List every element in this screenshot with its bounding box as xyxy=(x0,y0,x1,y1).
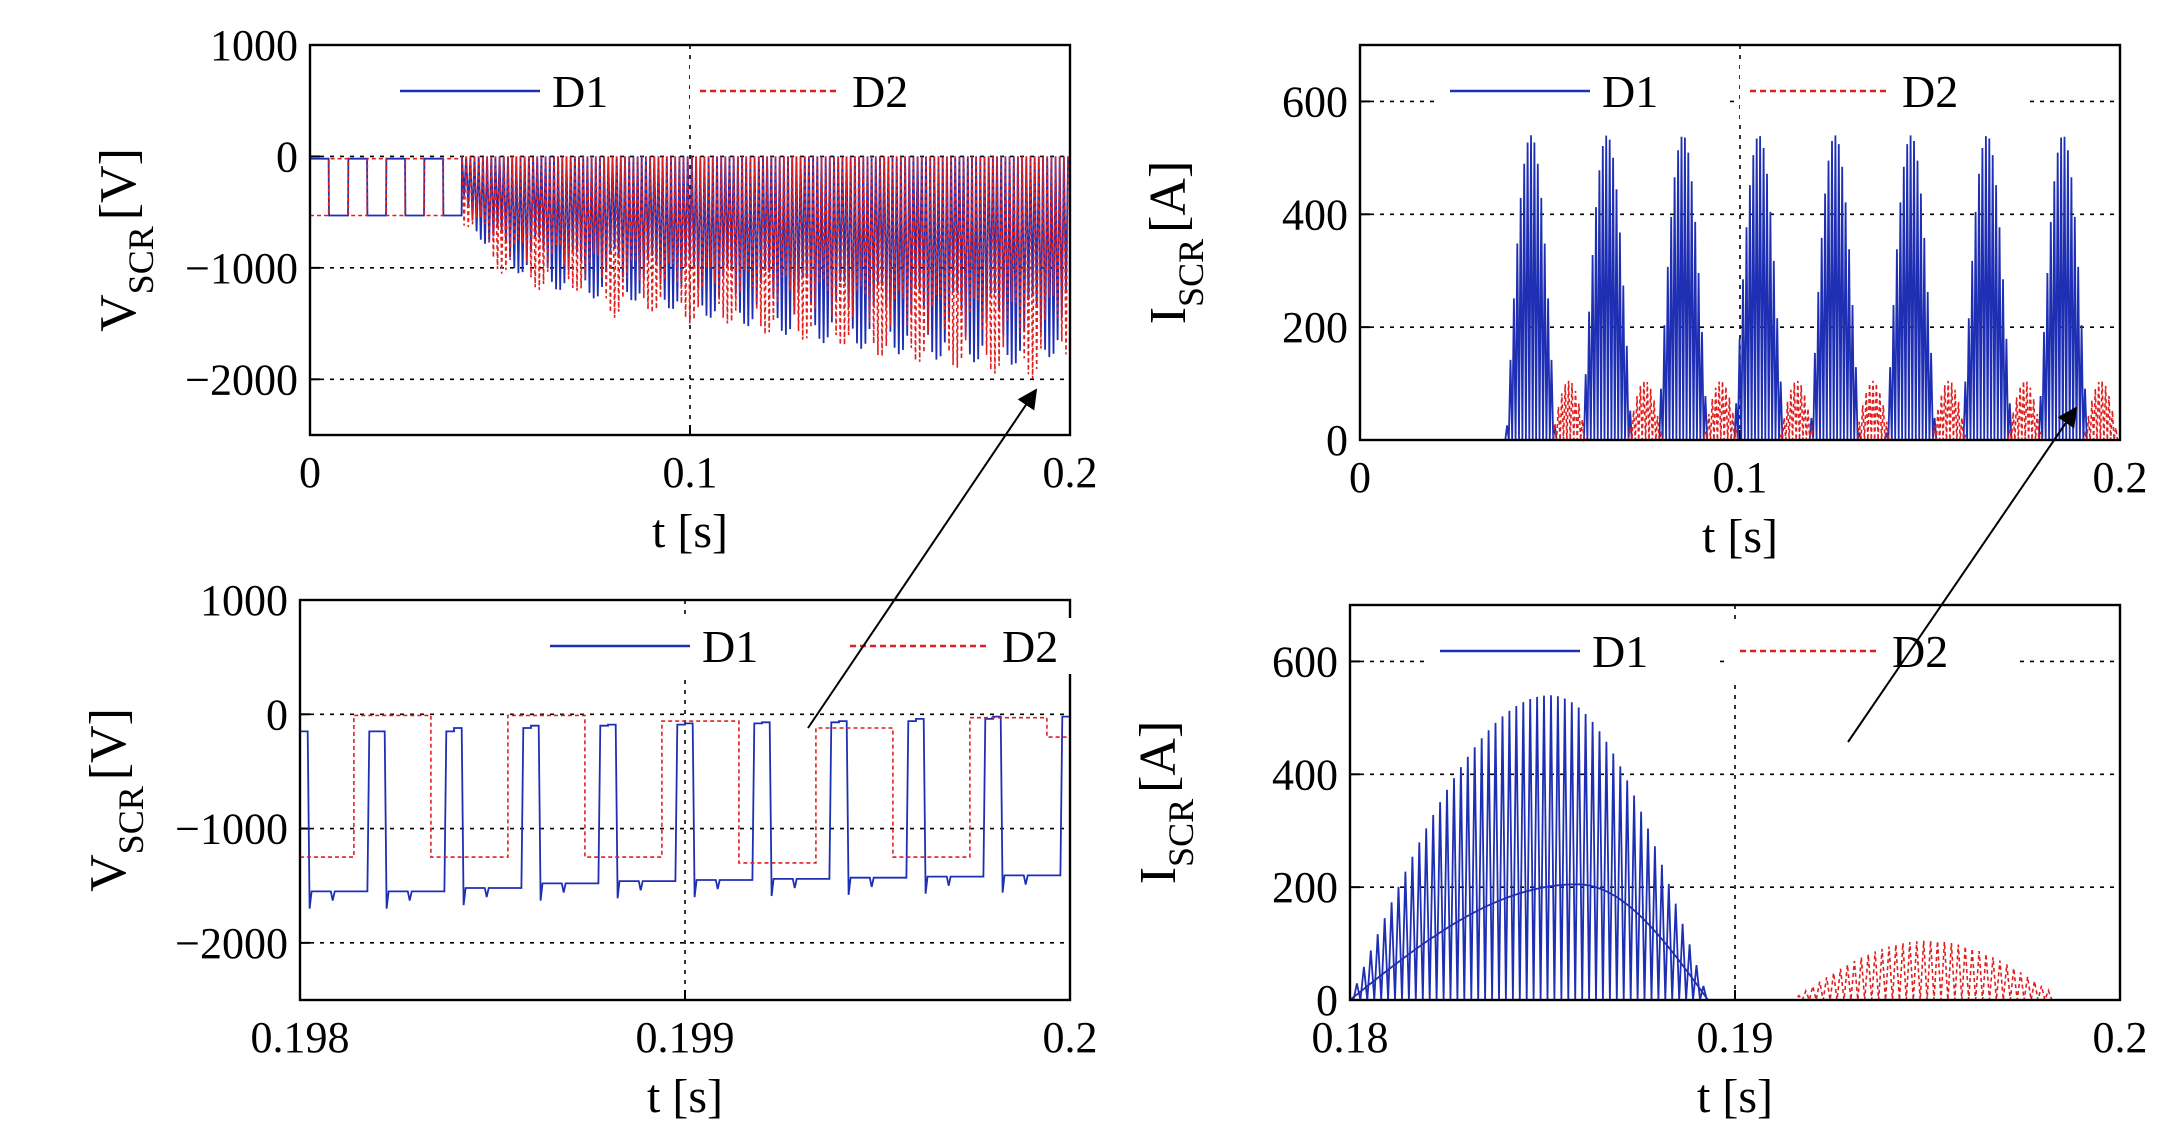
y-tick-label: 400 xyxy=(1282,190,1348,239)
y-axis-label-unit: [V] xyxy=(80,708,137,780)
y-tick-label: 0 xyxy=(1316,976,1338,1025)
y-tick-label: 600 xyxy=(1272,637,1338,686)
y-tick-label: −2000 xyxy=(185,355,298,404)
x-tick-label: 0.2 xyxy=(1043,448,1098,497)
chart-voltage-zoom: 0.198 0.199 0.2 −2000 −1000 0 1000 t [s] VSCR [V]… xyxy=(80,576,1130,1123)
y-axis-label-sub: SCR xyxy=(121,226,161,294)
y-tick-label: 600 xyxy=(1282,77,1348,126)
x-axis-label: t [s] xyxy=(1697,1070,1773,1123)
y-axis-label-main: I xyxy=(1140,307,1197,324)
y-axis-label-unit: [V] xyxy=(90,148,147,220)
zoom-arrows xyxy=(807,388,2078,743)
y-tick-label: −2000 xyxy=(175,919,288,968)
legend: D1 D2 xyxy=(390,63,980,119)
y-tick-label: 200 xyxy=(1272,863,1338,912)
y-axis-label: ISCR [A] xyxy=(1130,721,1201,885)
plot-frame xyxy=(308,43,1072,437)
zoom-arrow-voltage xyxy=(807,388,1038,729)
legend-label-d1: D1 xyxy=(1602,66,1658,117)
legend-label-d2: D2 xyxy=(1902,66,1958,117)
x-tick-label: 0.198 xyxy=(251,1013,350,1062)
x-tick-label: 0.2 xyxy=(1043,1013,1098,1062)
chart-voltage-full: 0 0.1 0.2 −2000 −1000 0 1000 t [s] VSCR [V] D1 D2 xyxy=(90,21,1098,558)
y-tick-label: 0 xyxy=(1326,416,1348,465)
legend-label-d2: D2 xyxy=(852,66,908,117)
legend-label-d1: D1 xyxy=(702,621,758,672)
y-tick-label: −1000 xyxy=(175,805,288,854)
series-d1-mean xyxy=(1349,883,1709,1001)
series-d1 xyxy=(310,156,1069,365)
x-axis-label: t [s] xyxy=(652,505,728,558)
x-axis-label: t [s] xyxy=(1702,510,1778,563)
x-tick-label: 0.18 xyxy=(1312,1013,1389,1062)
zoom-arrow-current xyxy=(1847,406,2078,743)
y-axis-label-unit: [A] xyxy=(1140,161,1197,233)
series-d1 xyxy=(300,715,1070,909)
x-tick-label: 0.1 xyxy=(1713,453,1768,502)
y-axis-label-main: I xyxy=(1130,867,1187,884)
y-tick-label: 400 xyxy=(1272,750,1338,799)
y-axis-label-main: V xyxy=(90,294,147,332)
y-axis-label-sub: SCR xyxy=(1161,799,1201,867)
y-axis-label-unit: [A] xyxy=(1130,721,1187,793)
x-tick-label: 0 xyxy=(1349,453,1371,502)
x-tick-label: 0 xyxy=(299,448,321,497)
y-tick-label: −1000 xyxy=(185,244,298,293)
chart-current-full: 0 0.1 0.2 0 200 400 600 t [s] ISCR [A] D1 D2 xyxy=(1140,43,2148,563)
y-tick-label: 1000 xyxy=(200,576,288,625)
legend-label-d1: D1 xyxy=(1592,626,1648,677)
x-tick-label: 0.19 xyxy=(1697,1013,1774,1062)
legend: D1 D2 xyxy=(1430,623,2020,679)
plot-frame xyxy=(298,598,1072,1002)
y-tick-label: 200 xyxy=(1282,303,1348,352)
plot-frame xyxy=(1348,603,2122,1002)
y-axis-label-sub: SCR xyxy=(111,786,151,854)
x-tick-label: 0.2 xyxy=(2093,453,2148,502)
legend-label-d2: D2 xyxy=(1892,626,1948,677)
series-d2 xyxy=(310,156,1069,379)
y-axis-label-sub: SCR xyxy=(1171,239,1211,307)
series-d2 xyxy=(1785,940,2053,1003)
x-axis-label: t [s] xyxy=(647,1070,723,1123)
y-axis-label: ISCR [A] xyxy=(1140,161,1211,325)
y-tick-label: 1000 xyxy=(210,21,298,70)
y-tick-label: 0 xyxy=(266,690,288,739)
x-tick-label: 0.1 xyxy=(663,448,718,497)
y-tick-label: 0 xyxy=(276,132,298,181)
x-tick-label: 0.2 xyxy=(2093,1013,2148,1062)
legend-label-d2: D2 xyxy=(1002,621,1058,672)
chart-current-zoom: 0.18 0.19 0.2 0 200 400 600 t [s] ISCR [A] D1 D2 xyxy=(1130,603,2148,1123)
legend: D1 D2 xyxy=(540,618,1130,674)
x-tick-label: 0.199 xyxy=(636,1013,735,1062)
y-axis-label: VSCR [V] xyxy=(90,148,161,332)
y-axis-label-main: V xyxy=(80,854,137,892)
legend: D1 D2 xyxy=(1440,63,2030,119)
y-axis-label: VSCR [V] xyxy=(80,708,151,892)
plot-frame xyxy=(1358,43,2122,442)
series-d2 xyxy=(300,714,1070,864)
legend-label-d1: D1 xyxy=(552,66,608,117)
